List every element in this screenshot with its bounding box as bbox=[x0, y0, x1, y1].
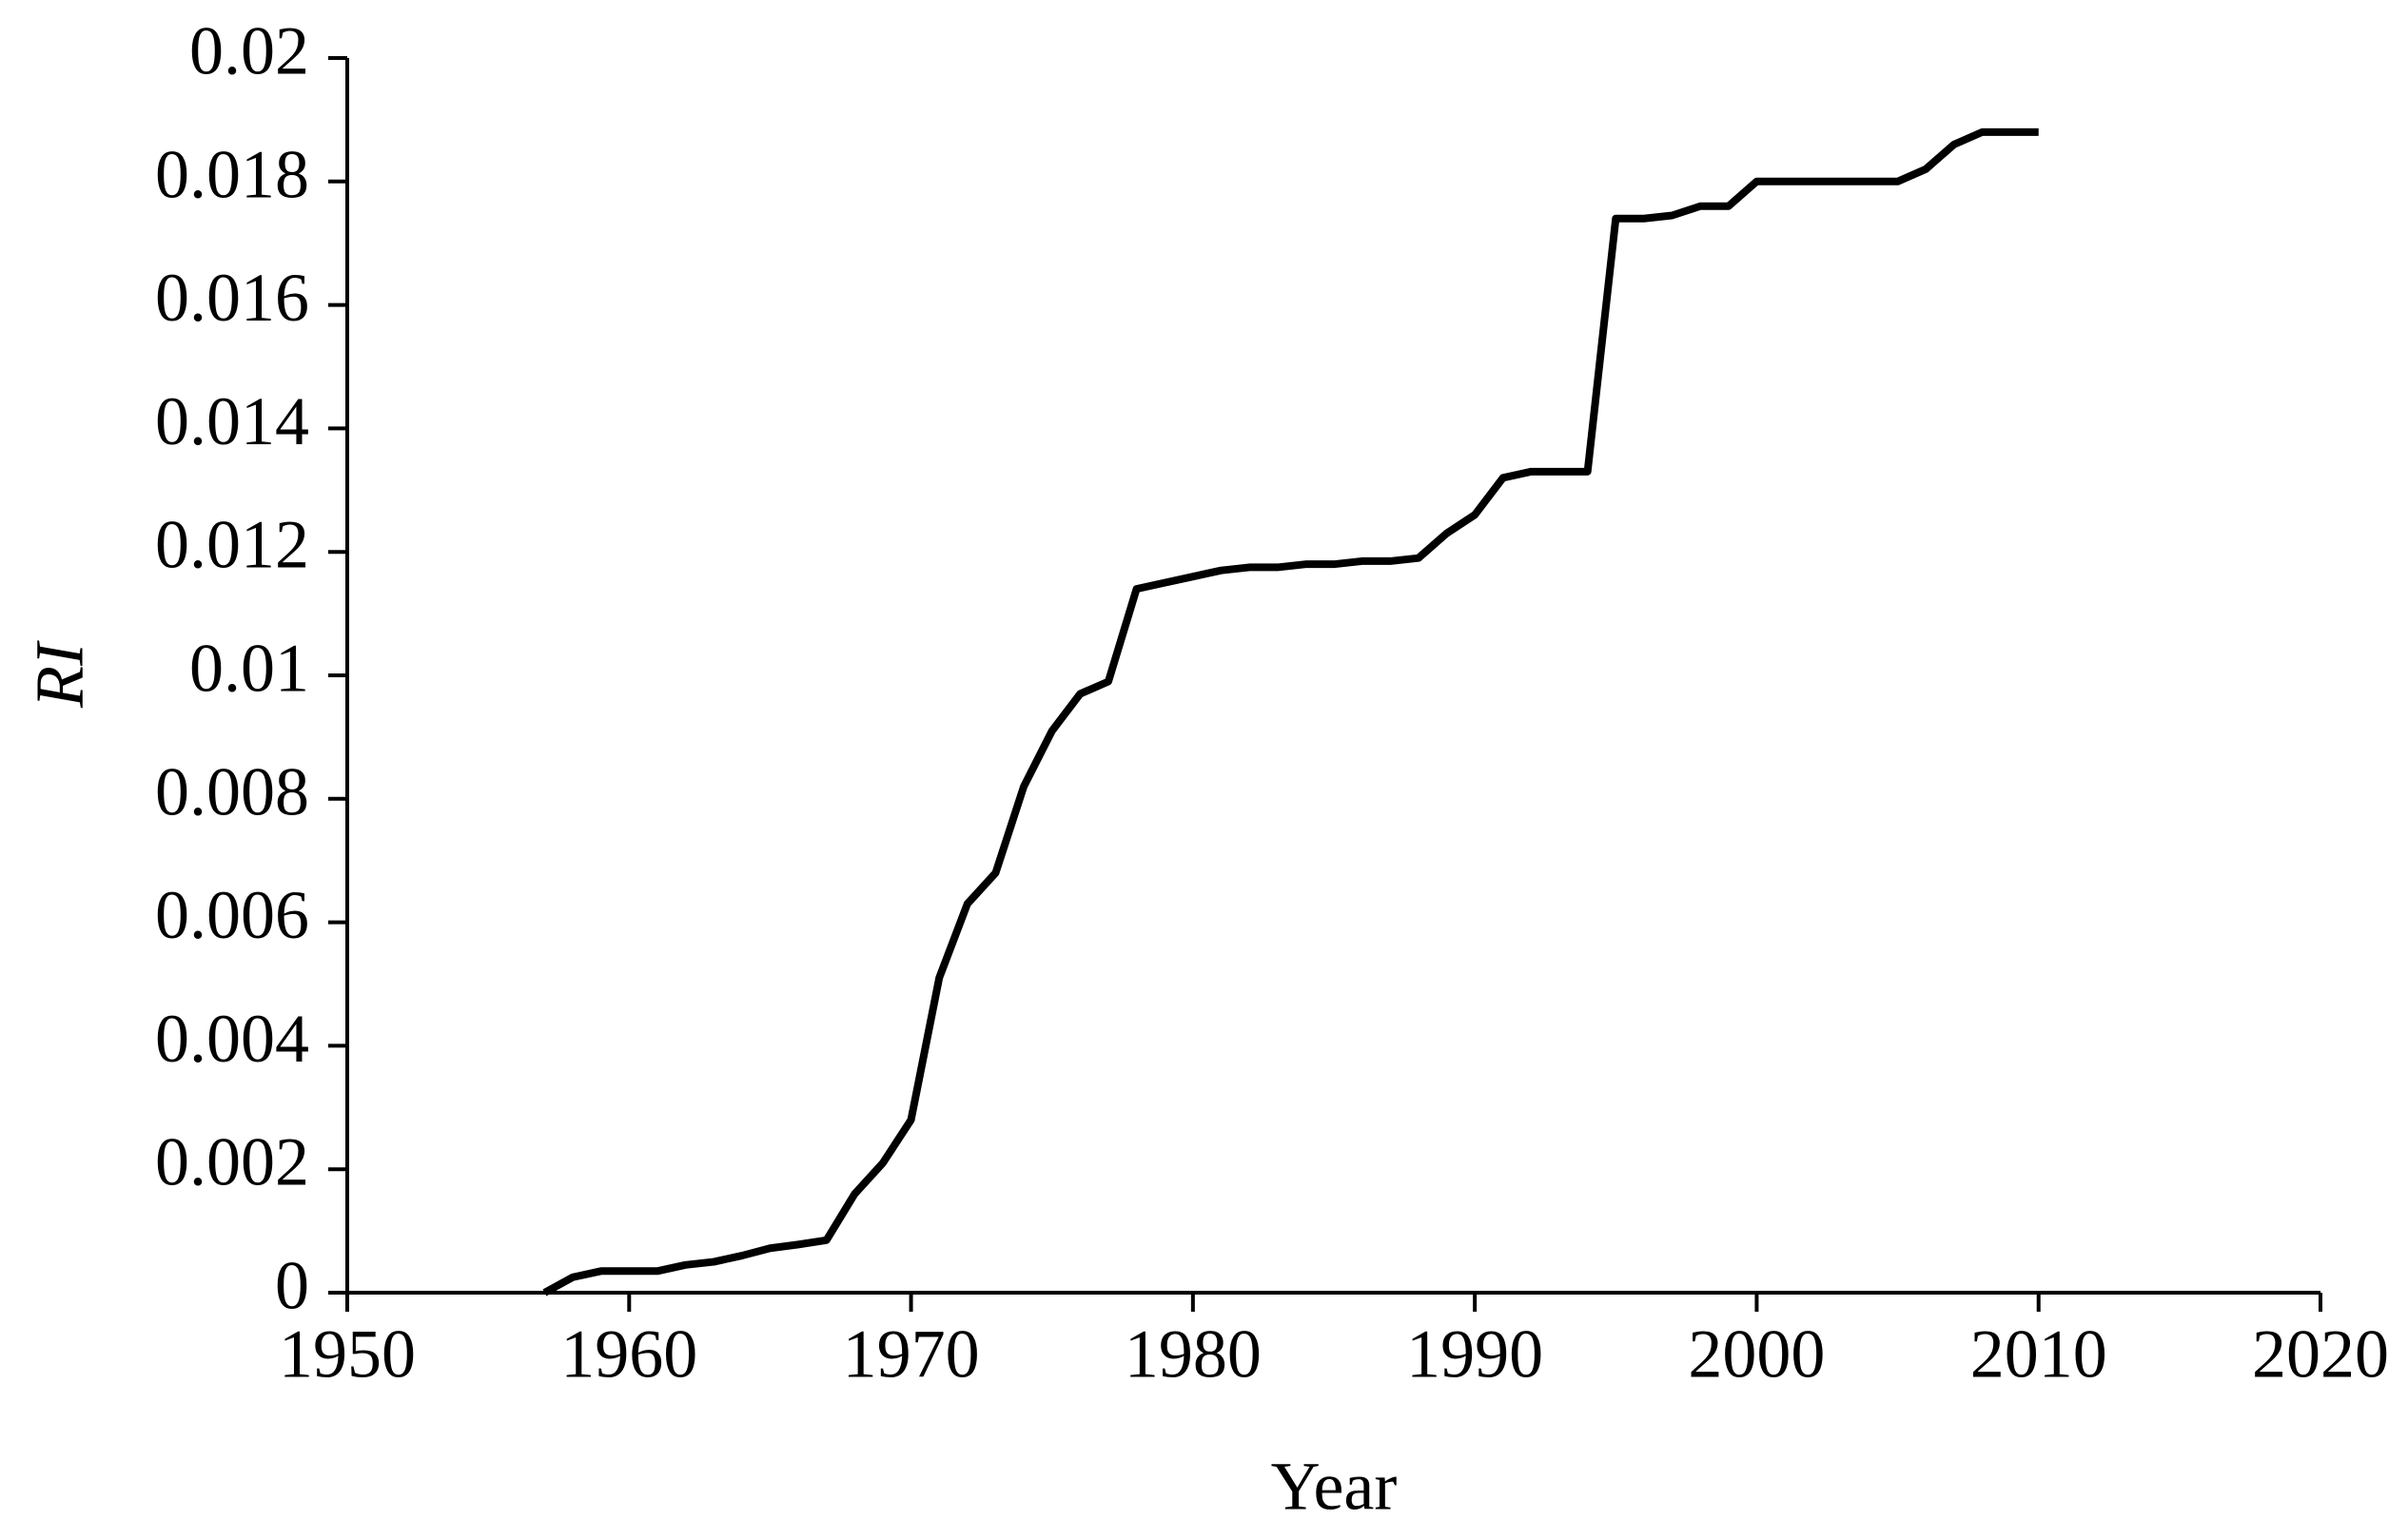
x-tick-label: 2010 bbox=[1970, 1316, 2107, 1393]
x-tick-label: 2000 bbox=[1688, 1316, 1825, 1393]
x-tick-label: 1950 bbox=[279, 1316, 416, 1393]
x-tick-label: 1980 bbox=[1125, 1316, 1262, 1393]
y-tick-label: 0.016 bbox=[155, 260, 309, 336]
y-tick-label: 0.02 bbox=[189, 13, 309, 89]
y-tick-label: 0.012 bbox=[155, 507, 309, 583]
y-axis-label: RI bbox=[22, 640, 98, 709]
y-tick-label: 0.008 bbox=[155, 753, 309, 829]
y-tick-label: 0.004 bbox=[155, 1001, 309, 1077]
x-axis-label: Year bbox=[1271, 1449, 1398, 1525]
y-tick-label: 0 bbox=[275, 1248, 309, 1324]
x-tick-label: 1990 bbox=[1406, 1316, 1543, 1393]
y-tick-label: 0.014 bbox=[155, 383, 309, 459]
x-tick-label: 2020 bbox=[2252, 1316, 2389, 1393]
x-tick-label: 1970 bbox=[843, 1316, 980, 1393]
y-tick-label: 0.006 bbox=[155, 877, 309, 953]
x-tick-label: 1960 bbox=[560, 1316, 697, 1393]
data-line bbox=[542, 127, 2039, 1296]
y-tick-label: 0.01 bbox=[189, 631, 309, 707]
y-tick-label: 0.002 bbox=[155, 1124, 309, 1200]
y-tick-label: 0.018 bbox=[155, 136, 309, 212]
